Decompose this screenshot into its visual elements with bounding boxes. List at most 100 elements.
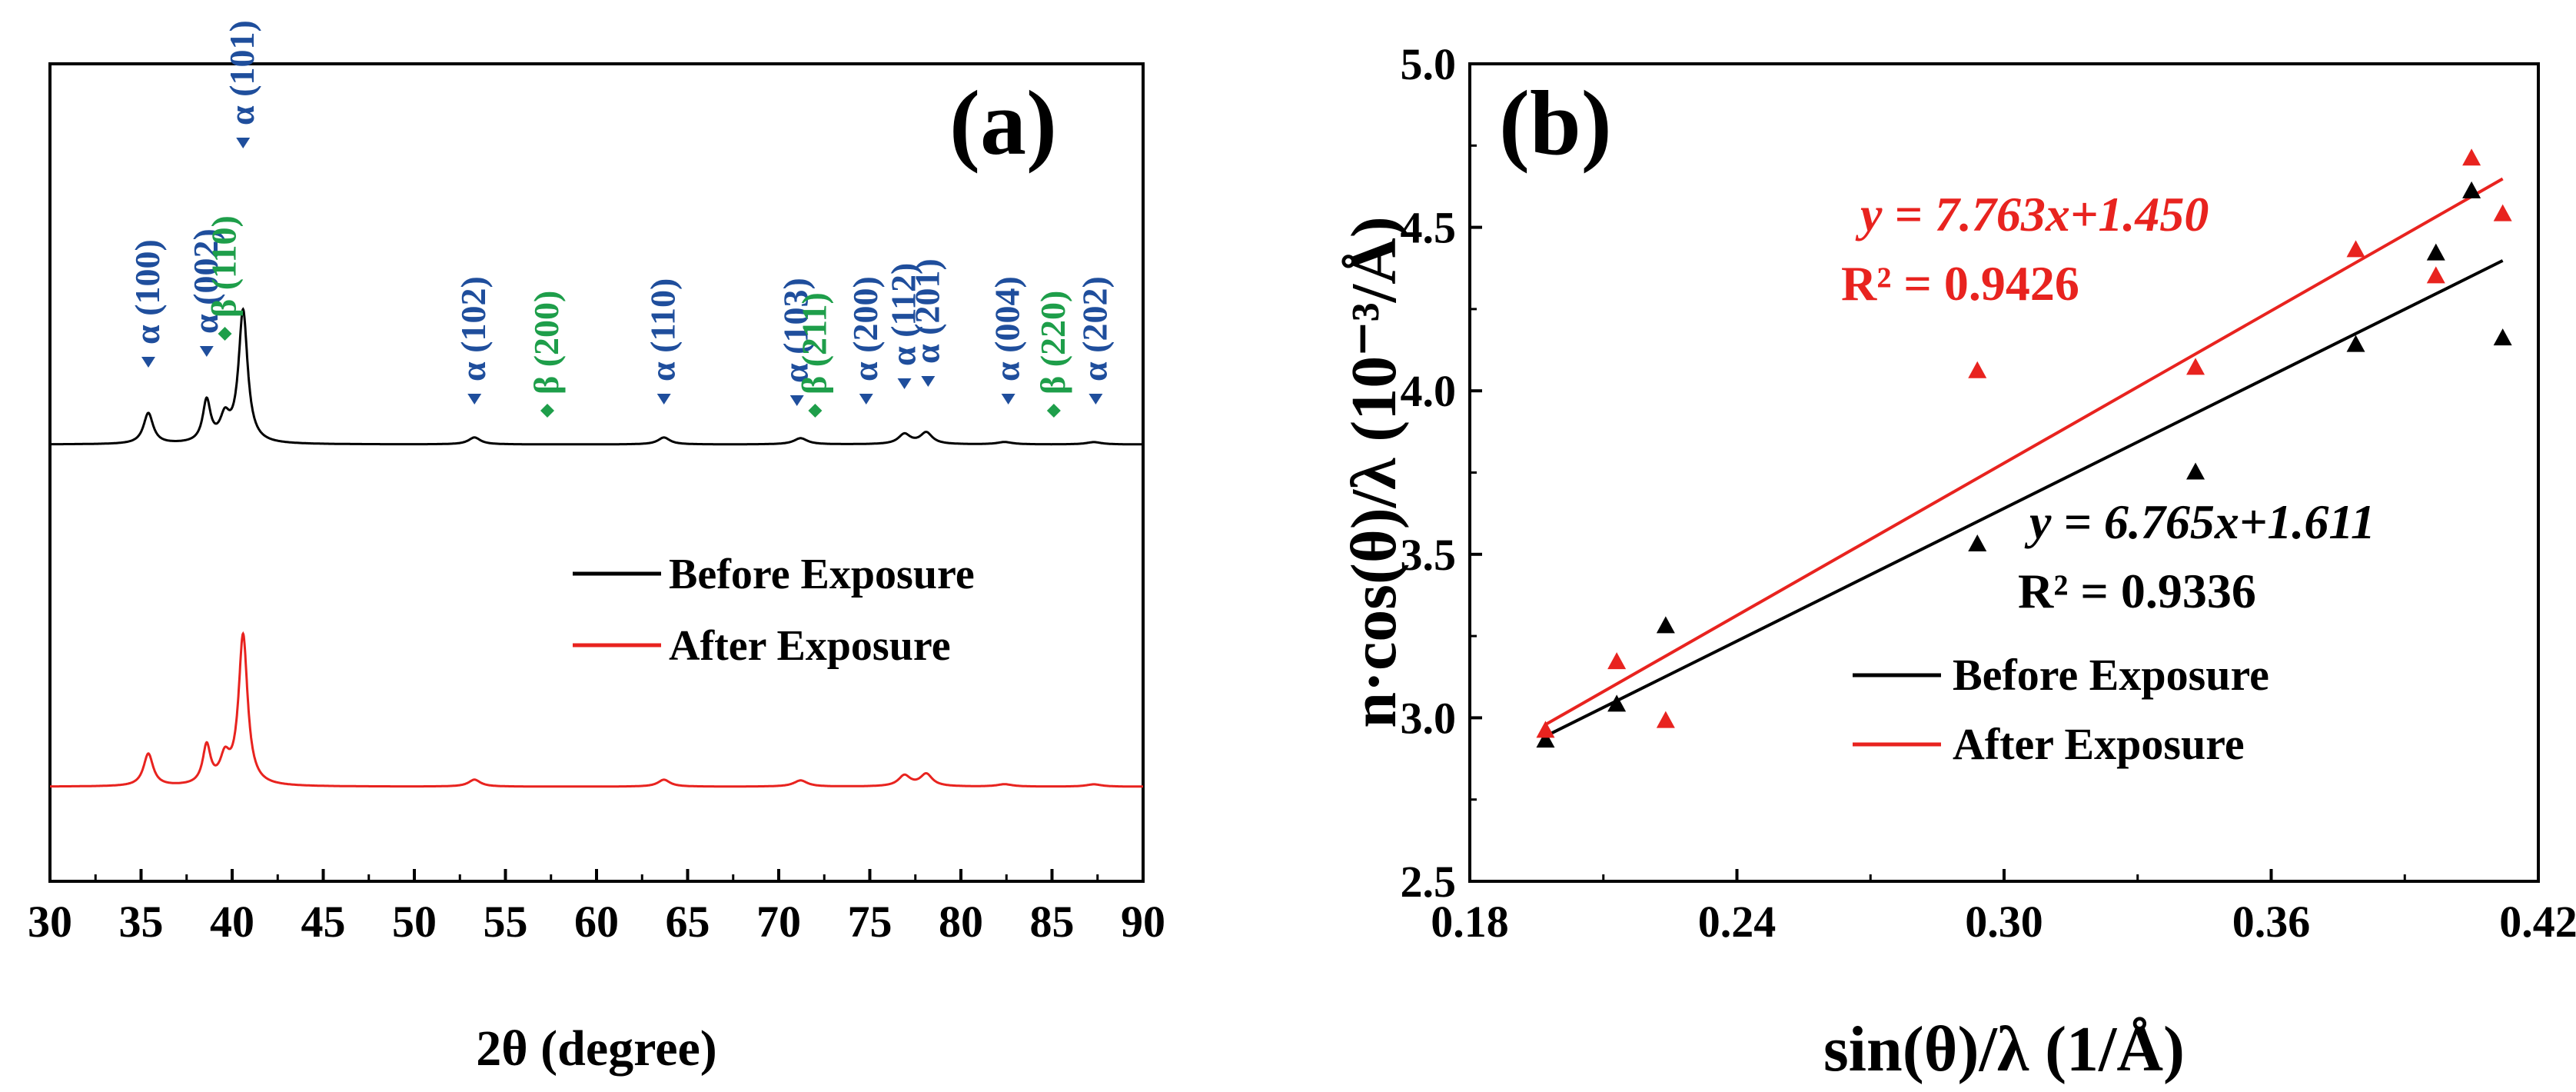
peak-label-8: β (211)	[794, 292, 833, 418]
xrd-curve-after	[50, 631, 1143, 788]
peak-label-7: α (103)	[776, 278, 816, 406]
beta-marker-icon	[1046, 404, 1061, 418]
peak-label-5: β (200)	[527, 291, 566, 418]
panel-a-curves	[50, 307, 1143, 788]
y-tick-label: 3.5	[1401, 530, 1457, 580]
data-point-before	[2186, 462, 2205, 480]
fit-line-after	[1544, 177, 2504, 726]
data-point-after	[1656, 711, 1675, 728]
panel-b-data-points	[1536, 148, 2512, 748]
peak-label-14: α (202)	[1075, 276, 1114, 405]
peak-label-text: α (100)	[128, 239, 167, 345]
peak-label-text: α (002)	[186, 228, 225, 334]
alpha-marker-icon	[859, 394, 873, 405]
r2-after: R² = 0.9426	[1841, 256, 2079, 311]
x-tick-label: 70	[756, 897, 801, 947]
panel-a-peak-labels: α (100) α (002)β (110) α (101) α (102) β (20…	[128, 20, 1114, 418]
peak-label-text: α (110)	[643, 278, 683, 381]
data-point-before	[2493, 328, 2512, 346]
beta-marker-icon	[540, 404, 555, 418]
panel-a-xrd: α (100) α (002)β (110) α (101) α (102) β (20…	[28, 20, 1165, 1077]
data-point-after	[2462, 148, 2481, 166]
x-tick-label: 45	[301, 897, 346, 947]
y-tick-label: 3.0	[1401, 693, 1457, 743]
data-point-after	[2346, 240, 2365, 258]
beta-marker-icon	[808, 404, 823, 418]
peak-label-4: α (102)	[454, 276, 493, 405]
peak-label-10: α (112)	[884, 263, 923, 389]
panel-a-x-axis-label: 2θ (degree)	[476, 1020, 717, 1077]
alpha-marker-icon	[236, 138, 251, 148]
peak-label-text: α (200)	[846, 276, 885, 381]
peak-label-text: α (101)	[222, 20, 261, 125]
panel-b-williamson-hall: 0.18 0.24 0.30 0.36 0.42 2.53.03.54.04.55.0 …	[1338, 39, 2576, 1085]
data-point-before	[1536, 731, 1555, 748]
x-tick-label: 0.42	[2499, 897, 2576, 947]
x-tick-label: 0.18	[1431, 897, 1509, 947]
x-tick-label: 55	[484, 897, 528, 947]
x-tick-label: 0.36	[2232, 897, 2311, 947]
equation-before: y = 6.765x+1.611	[2024, 494, 2375, 549]
peak-label-13: β (220)	[1033, 291, 1072, 418]
legend-label-after: After Exposure	[669, 622, 951, 670]
peak-label-12: α (004)	[988, 276, 1027, 405]
data-point-after	[1536, 721, 1555, 738]
alpha-marker-icon	[1089, 394, 1103, 405]
legend-label-before: Before Exposure	[669, 551, 975, 598]
peak-label-text: β (200)	[527, 291, 566, 395]
x-tick-label: 90	[1121, 897, 1165, 947]
x-tick-label: 0.30	[1965, 897, 2043, 947]
peak-label-6: α (110)	[643, 278, 683, 405]
peak-label-text: α (004)	[988, 276, 1027, 381]
x-tick-label: 35	[119, 897, 164, 947]
data-point-before	[1968, 534, 1987, 552]
panel-a-legend: Before Exposure After Exposure	[573, 551, 975, 670]
x-tick-label: 50	[392, 897, 437, 947]
peak-label-text: α (201)	[907, 258, 946, 364]
alpha-marker-icon	[656, 394, 671, 405]
legend-label-after: After Exposure	[1953, 719, 2245, 769]
peak-label-0: α (100)	[128, 239, 167, 368]
data-point-after	[1968, 361, 1987, 378]
panel-b-x-axis-label: sin(θ)/λ (1/Å)	[1823, 1014, 2185, 1085]
panel-a-frame	[48, 62, 1145, 883]
alpha-marker-icon	[897, 378, 912, 389]
y-tick-label: 4.0	[1401, 366, 1457, 416]
data-point-after	[1607, 652, 1627, 670]
r2-before: R² = 0.9336	[2018, 564, 2256, 618]
xrd-curve-before	[50, 307, 1143, 446]
peak-label-3: α (101)	[222, 20, 261, 148]
alpha-marker-icon	[1001, 394, 1015, 405]
peak-label-text: β (110)	[204, 215, 244, 318]
data-point-before	[1656, 616, 1675, 634]
peak-label-text: α (112)	[884, 263, 923, 366]
y-tick-label: 5.0	[1401, 39, 1457, 89]
alpha-marker-icon	[921, 376, 936, 387]
panel-b-legend: Before Exposure After Exposure	[1853, 650, 2269, 769]
data-point-before	[2462, 181, 2481, 198]
panel-a-label: (a)	[949, 72, 1057, 174]
peak-label-9: α (200)	[846, 276, 885, 405]
fit-line-before	[1544, 259, 2504, 738]
x-tick-label: 0.24	[1698, 897, 1777, 947]
x-tick-label: 65	[666, 897, 710, 947]
panel-b-label: (b)	[1499, 72, 1612, 174]
alpha-marker-icon	[141, 357, 155, 368]
x-tick-label: 30	[28, 897, 72, 947]
data-point-before	[2426, 243, 2445, 261]
peak-label-text: α (202)	[1075, 276, 1114, 381]
panel-b-x-ticks: 0.18 0.24 0.30 0.36 0.42	[1431, 869, 2576, 947]
y-tick-label: 2.5	[1401, 857, 1457, 907]
peak-label-11: α (201)	[907, 258, 946, 387]
equation-after: y = 7.763x+1.450	[1855, 187, 2209, 241]
peak-label-1: α (002)	[186, 228, 225, 357]
panel-b-y-axis-label: n·cos(θ)/λ (10⁻³/Å)	[1338, 216, 1410, 728]
peak-label-text: β (211)	[794, 292, 833, 395]
data-point-after	[2186, 358, 2205, 375]
alpha-marker-icon	[467, 394, 482, 405]
x-tick-label: 75	[848, 897, 892, 947]
peak-label-2: β (110)	[204, 215, 244, 341]
x-tick-label: 85	[1030, 897, 1075, 947]
peak-label-text: α (103)	[776, 278, 816, 383]
